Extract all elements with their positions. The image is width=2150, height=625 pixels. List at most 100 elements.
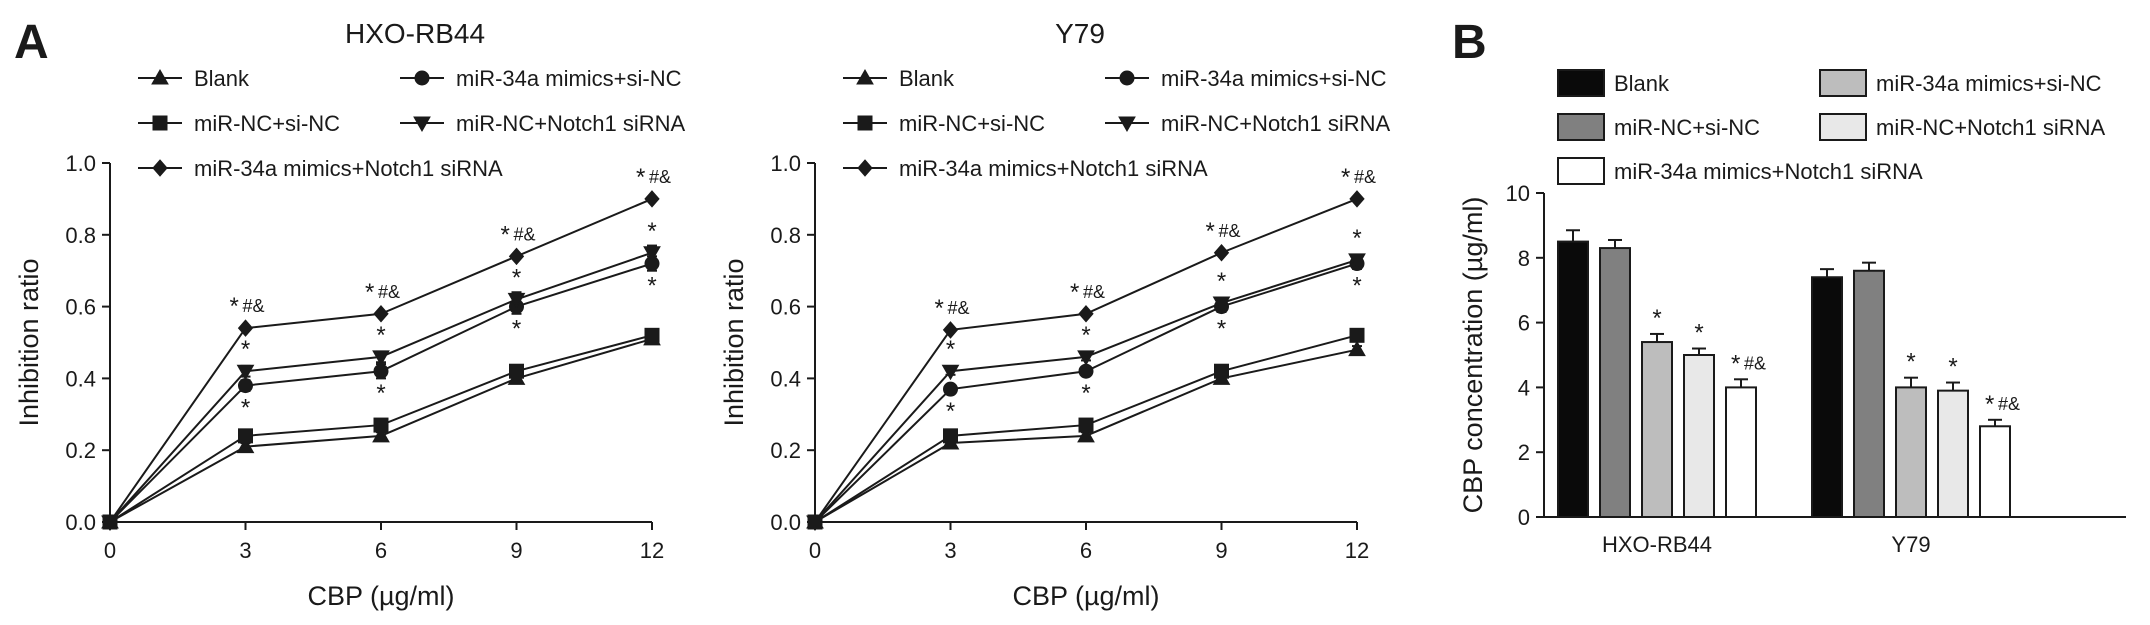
data-point [238,378,253,394]
line-chart-y79: Y79 0.0 0.2 0.4 0.6 0.8 1.0 0 3 6 9 12 CBP (µg/ml) In… [719,18,1391,611]
x-tick-label: 9 [510,538,522,563]
data-point [237,319,254,337]
x-tick-label: 9 [1215,538,1227,563]
data-point [236,437,255,454]
bar-0 [1557,240,1589,518]
bar-3 [1937,389,1969,519]
significance-star: * [1694,320,1703,347]
y-tick-label: 0.2 [770,438,801,463]
legend-label: miR-NC+si-NC [194,111,340,136]
data-point [372,426,390,443]
significance-star: * [376,380,385,407]
bar-2 [1641,341,1673,519]
y-tick-label: 0.4 [770,366,801,391]
significance-star: * [647,218,656,245]
data-point [1077,350,1095,366]
y-tick-label: 0.4 [65,366,96,391]
significance-hash: #& [649,167,671,187]
data-point [807,513,823,531]
data-point [373,417,389,433]
legend-label: miR-34a mimics+Notch1 siRNA [899,156,1208,181]
legend-label: miR-34a mimics+si-NC [1876,71,2102,96]
legend-label: miR-NC+Notch1 siRNA [1876,115,2106,140]
data-point [1078,305,1094,323]
significance-star: * [230,293,239,320]
legend-marker [413,116,431,133]
bar-4 [1979,425,2011,518]
data-point [941,364,960,381]
data-point [943,381,958,397]
x-tick-label: 3 [239,538,251,563]
x-category-label: HXO-RB44 [1602,532,1712,557]
significance-star: * [365,279,374,306]
significance-star: * [241,395,250,422]
legend-marker [856,68,874,85]
legend-label: miR-NC+si-NC [1614,115,1760,140]
significance-hash: #& [378,282,400,302]
legend-marker [857,115,873,131]
significance-star: * [1206,218,1215,245]
significance-star: * [1217,268,1226,295]
bar-4 [1725,386,1757,518]
significance-star: * [1352,225,1361,252]
data-point [507,292,526,309]
significance-star: * [512,316,521,343]
legend-swatch [1819,113,1867,141]
significance-star: * [1985,391,1994,418]
legend-swatch [1557,157,1605,185]
significance-star: * [1217,316,1226,343]
y-axis-title: CBP concentration (µg/ml) [1458,197,1488,514]
data-point [508,247,525,266]
significance-hash: #& [243,296,265,316]
panel-label-b: B [1452,16,1487,69]
significance-hash: #& [514,224,536,244]
y-tick-label: 0.0 [770,510,801,535]
x-category-label: Y79 [1891,532,1930,557]
data-point [644,190,660,208]
significance-star: * [1731,350,1740,377]
line-chart-hxo-rb44: HXO-RB44 0.0 0.2 0.4 0.6 0.8 1.0 0 3 6 9 12 CBP (µg/… [14,18,686,611]
legend-label: miR-34a mimics+si-NC [456,66,682,91]
significance-star: * [647,273,656,300]
y-tick-label: 4 [1518,375,1530,400]
y-tick-label: 8 [1518,246,1530,271]
bar-2 [1895,386,1927,518]
significance-hash: #& [1083,282,1105,302]
data-point [644,327,660,343]
data-point [1214,363,1229,379]
significance-star: * [241,336,250,363]
bar-0 [1811,276,1843,518]
data-point [1348,340,1366,357]
y-axis-title: Inhibition ratio [14,258,44,426]
legend-label: miR-34a mimics+si-NC [1161,66,1387,91]
data-point [1349,190,1365,208]
bar-3 [1683,354,1715,518]
x-tick-label: 12 [640,538,664,563]
significance-star: * [1906,349,1915,376]
x-tick-label: 0 [809,538,821,563]
legend-marker [1118,116,1136,133]
data-point [942,321,959,339]
y-tick-label: 0.8 [770,223,801,248]
y-tick-label: 1.0 [770,151,801,176]
y-tick-label: 2 [1518,440,1530,465]
data-point [509,363,524,379]
y-tick-label: 0.2 [65,438,96,463]
chart-title: HXO-RB44 [345,18,485,49]
legend-marker [151,68,169,85]
legend-label: Blank [194,66,250,91]
significance-star: * [1352,273,1361,300]
data-point [1077,426,1095,443]
significance-hash: #& [1219,221,1241,241]
x-tick-label: 12 [1345,538,1369,563]
significance-star: * [636,164,645,191]
data-point [1212,296,1231,313]
data-point [238,428,253,444]
y-tick-label: 1.0 [65,151,96,176]
y-tick-label: 10 [1506,181,1530,206]
legend-swatch [1557,113,1605,141]
legend-marker [414,70,430,86]
x-axis-title: CBP (µg/ml) [307,581,454,611]
significance-hash: #& [1998,394,2020,414]
significance-star: * [935,295,944,322]
